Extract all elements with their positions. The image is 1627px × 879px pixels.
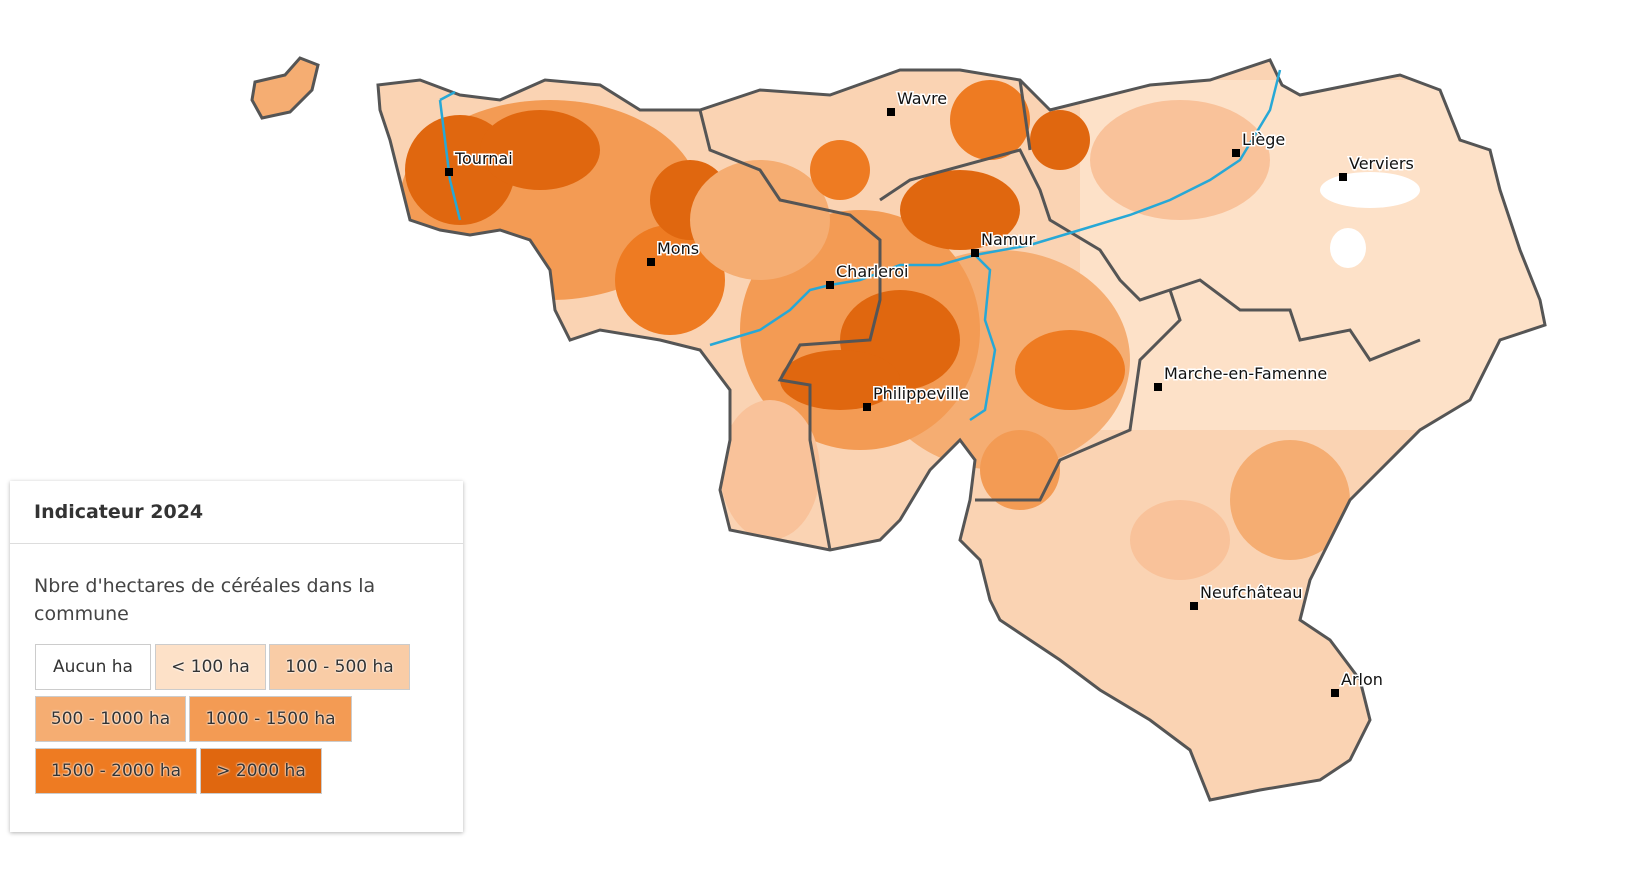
province-borders bbox=[376, 58, 1547, 802]
city-marker bbox=[647, 258, 655, 266]
legend-item: > 2000 ha bbox=[200, 748, 322, 794]
legend-item: 500 - 1000 ha bbox=[35, 696, 186, 742]
city-label: Neufchâteau bbox=[1200, 583, 1302, 602]
legend: Indicateur 2024 Nbre d'hectares de céréa… bbox=[10, 481, 463, 832]
city-label: Wavre bbox=[897, 89, 947, 108]
city-marker bbox=[1331, 689, 1339, 697]
legend-title: Indicateur 2024 bbox=[10, 481, 463, 544]
city-marker bbox=[1190, 602, 1198, 610]
city-label: Arlon bbox=[1341, 670, 1383, 689]
city-label: Tournai bbox=[454, 149, 513, 168]
legend-item: 1500 - 2000 ha bbox=[35, 748, 197, 794]
legend-item: 1000 - 1500 ha bbox=[189, 696, 352, 742]
city-label: Verviers bbox=[1349, 154, 1414, 173]
city-label: Mons bbox=[657, 239, 699, 258]
city-marker bbox=[1154, 383, 1162, 391]
island bbox=[250, 56, 320, 120]
river bbox=[438, 69, 1282, 422]
city-label: Charleroi bbox=[836, 262, 908, 281]
city-marker bbox=[971, 249, 979, 257]
city-marker bbox=[445, 168, 453, 176]
city-label: Philippeville bbox=[873, 384, 969, 403]
city-marker bbox=[887, 108, 895, 116]
city-label: Liège bbox=[1242, 130, 1285, 149]
city-marker bbox=[826, 281, 834, 289]
city-marker bbox=[1232, 149, 1240, 157]
communes bbox=[378, 60, 1545, 800]
cities: Tournai Wavre Liège Verviers Mons Charleroi Na… bbox=[445, 88, 1415, 697]
legend-subtitle: Nbre d'hectares de céréales dans la comm… bbox=[34, 575, 376, 625]
legend-item: Aucun ha bbox=[35, 644, 151, 690]
legend-item: < 100 ha bbox=[155, 644, 266, 690]
city-marker bbox=[863, 403, 871, 411]
city-label: Namur bbox=[981, 230, 1036, 249]
legend-item: 100 - 500 ha bbox=[269, 644, 410, 690]
city-label: Marche-en-Famenne bbox=[1164, 364, 1327, 383]
city-marker bbox=[1339, 173, 1347, 181]
